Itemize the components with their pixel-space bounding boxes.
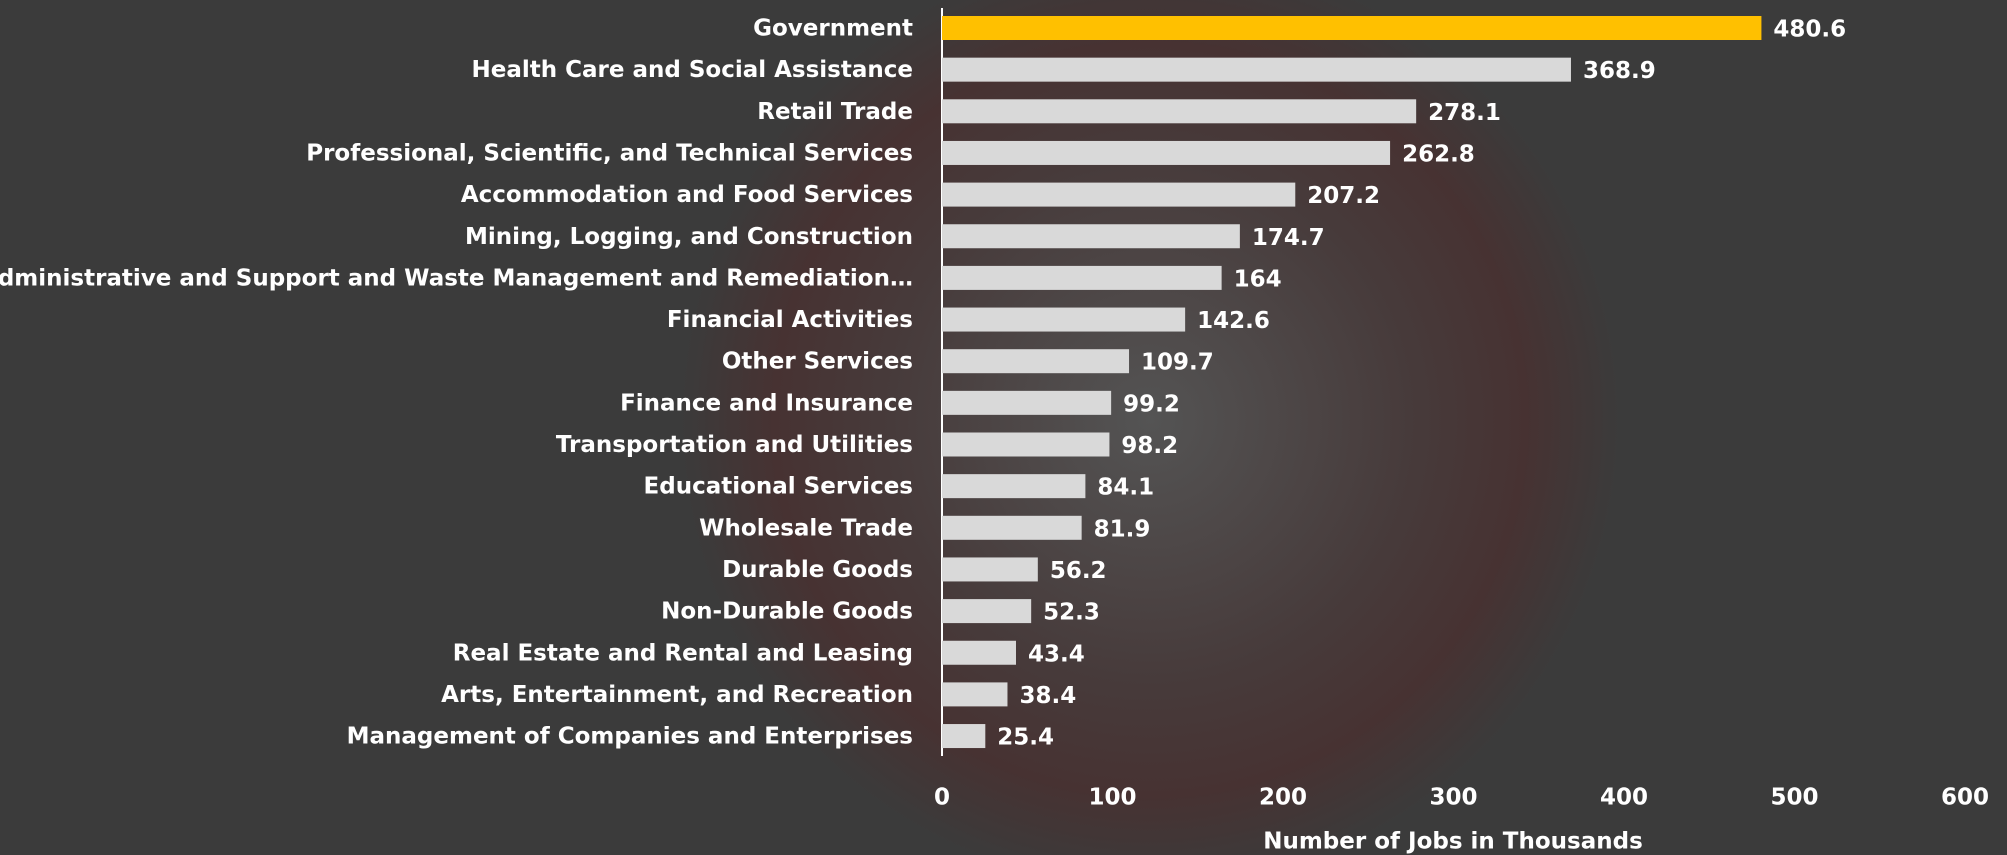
y-tick-label: Financial Activities: [667, 307, 913, 333]
value-label: 164: [1234, 266, 1282, 292]
value-label: 99.2: [1123, 391, 1180, 417]
y-tick-label: Professional, Scientific, and Technical …: [306, 140, 913, 166]
value-label: 109.7: [1141, 350, 1214, 376]
value-label: 98.2: [1121, 433, 1178, 459]
y-tick-label: Accommodation and Food Services: [461, 182, 913, 208]
bar: [942, 266, 1222, 290]
bar: [942, 99, 1416, 123]
value-label: 81.9: [1094, 516, 1151, 542]
x-tick-label: 200: [1259, 785, 1307, 811]
bar: [942, 433, 1109, 457]
y-tick-label: Health Care and Social Assistance: [471, 57, 913, 83]
bar: [942, 599, 1031, 623]
value-label: 207.2: [1307, 183, 1380, 209]
bar: [942, 141, 1390, 165]
bar: [942, 516, 1082, 540]
value-label: 43.4: [1028, 641, 1085, 667]
y-tick-label: Finance and Insurance: [620, 390, 913, 416]
y-tick-label: Wholesale Trade: [699, 515, 913, 541]
y-tick-label: Real Estate and Rental and Leasing: [453, 640, 913, 666]
bar: [942, 474, 1085, 498]
value-label: 25.4: [997, 725, 1054, 751]
value-label: 174.7: [1252, 225, 1325, 251]
y-tick-label: Educational Services: [644, 474, 913, 500]
y-tick-label: Administrative and Support and Waste Man…: [0, 265, 913, 291]
y-tick-label: Management of Companies and Enterprises: [347, 724, 913, 750]
value-label: 52.3: [1043, 600, 1100, 626]
x-tick-label: 600: [1941, 785, 1989, 811]
x-tick-label: 500: [1770, 785, 1818, 811]
y-tick-label: Arts, Entertainment, and Recreation: [441, 682, 913, 708]
x-tick-label: 100: [1088, 785, 1136, 811]
y-tick-label: Non-Durable Goods: [661, 599, 913, 625]
value-label: 142.6: [1197, 308, 1270, 334]
value-label: 262.8: [1402, 141, 1475, 167]
x-tick-label: 0: [934, 785, 950, 811]
bar: [942, 641, 1016, 665]
y-tick-label: Mining, Logging, and Construction: [465, 224, 913, 250]
bar: [942, 724, 985, 748]
value-label: 368.9: [1583, 58, 1656, 84]
bar: [942, 16, 1761, 40]
bar: [942, 391, 1111, 415]
bar: [942, 224, 1240, 248]
bar: [942, 183, 1295, 207]
y-tick-label: Other Services: [722, 349, 913, 375]
bar: [942, 308, 1185, 332]
y-tick-label: Transportation and Utilities: [556, 432, 913, 458]
value-label: 480.6: [1773, 17, 1846, 43]
y-tick-label: Durable Goods: [722, 557, 913, 583]
value-label: 56.2: [1050, 558, 1107, 584]
x-tick-label: 300: [1429, 785, 1477, 811]
chart: Number of Jobs in Thousands 0 100 200 300 40…: [0, 0, 2007, 855]
bar: [942, 682, 1007, 706]
value-label: 38.4: [1019, 683, 1076, 709]
page: Number of Jobs in Thousands 0 100 200 300 40…: [0, 0, 2007, 855]
bar: [942, 58, 1571, 82]
value-label: 84.1: [1097, 475, 1154, 501]
bar: [942, 349, 1129, 373]
value-label: 278.1: [1428, 100, 1501, 126]
y-tick-label: Government: [753, 16, 913, 42]
y-tick-label: Retail Trade: [757, 99, 913, 125]
x-axis-title: Number of Jobs in Thousands: [1263, 829, 1643, 855]
bar: [942, 557, 1038, 581]
x-tick-label: 400: [1600, 785, 1648, 811]
